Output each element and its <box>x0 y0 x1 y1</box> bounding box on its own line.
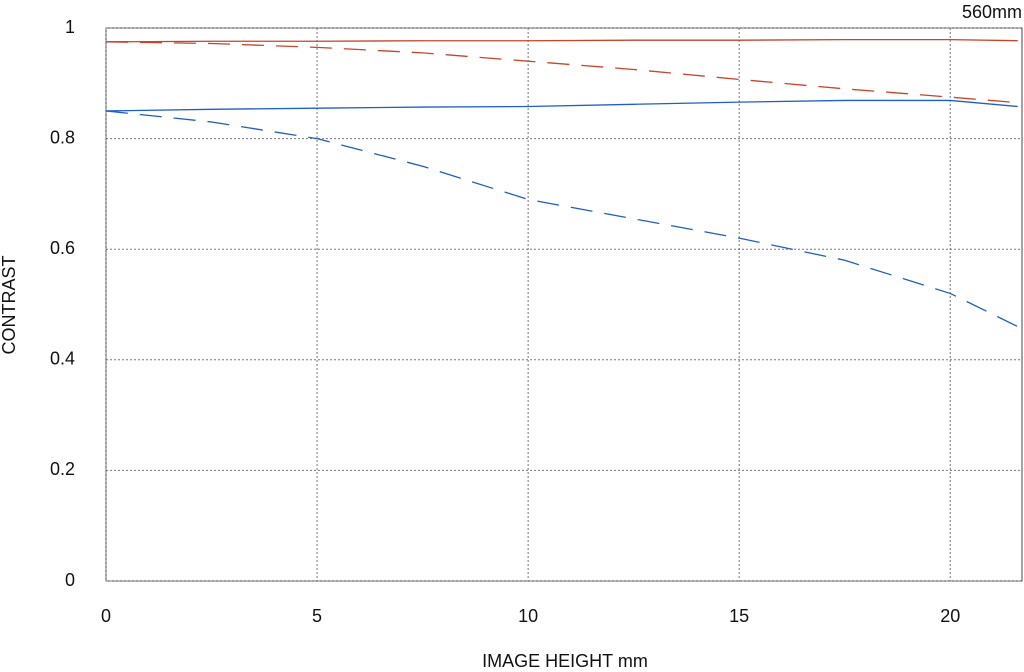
x-tick-label: 10 <box>518 606 538 626</box>
y-tick-label: 0.8 <box>50 127 75 147</box>
line-series <box>105 38 1018 43</box>
x-axis-label: IMAGE HEIGHT mm <box>482 651 648 671</box>
x-tick-label: 0 <box>101 606 111 626</box>
y-tick-label: 1 <box>65 17 75 37</box>
chart-title: 560mm <box>962 2 1022 22</box>
y-axis-label: CONTRAST <box>0 255 19 354</box>
y-tick-label: 0.2 <box>50 459 75 479</box>
y-tick-label: 0.6 <box>50 238 75 258</box>
line-series <box>105 41 1018 104</box>
line-series <box>105 99 1018 112</box>
x-tick-label: 15 <box>729 606 749 626</box>
y-tick-label: 0.4 <box>50 349 75 369</box>
y-tick-label: 0 <box>65 570 75 590</box>
plot-frame <box>105 27 1023 582</box>
line-series <box>105 110 1019 328</box>
x-tick-label: 20 <box>940 606 960 626</box>
x-tick-label: 5 <box>312 606 322 626</box>
